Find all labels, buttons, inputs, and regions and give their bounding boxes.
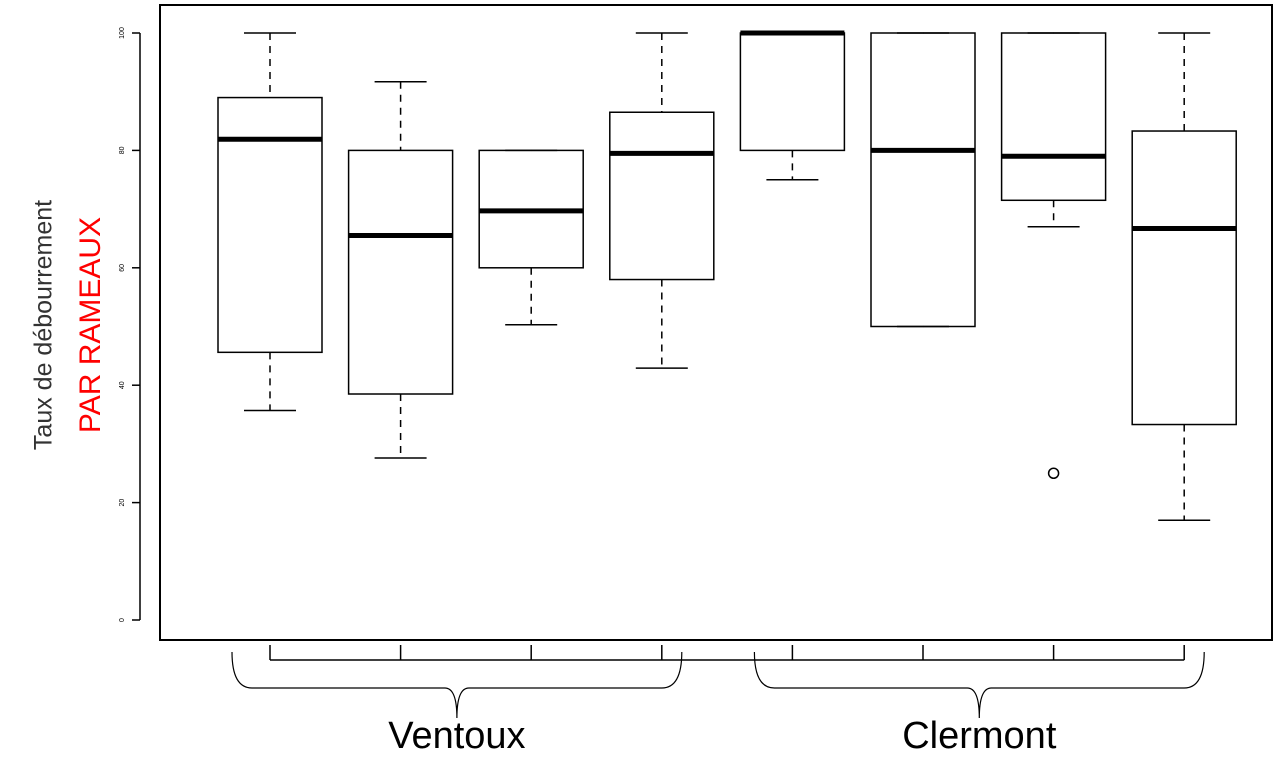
box — [1131, 130, 1237, 426]
box — [1000, 32, 1107, 202]
y-axis-label: Taux de débourrement — [30, 200, 58, 450]
outlier — [1047, 467, 1060, 479]
box — [739, 32, 846, 152]
y-tick-label: 100 — [119, 27, 126, 39]
plot-frame — [159, 4, 1273, 641]
y-tick-label: 20 — [119, 499, 126, 507]
box — [347, 149, 454, 395]
y-tick-label: 60 — [119, 264, 126, 272]
group-label: Ventoux — [388, 715, 525, 757]
box — [609, 111, 715, 281]
y-axis-label: PAR RAMEAUX — [74, 217, 107, 433]
y-tick-label: 80 — [119, 146, 126, 154]
group-brace — [231, 651, 683, 719]
y-tick-label: 0 — [119, 618, 126, 622]
box — [217, 96, 323, 354]
group-label: Clermont — [902, 715, 1057, 757]
box — [870, 32, 976, 328]
y-tick-label: 40 — [119, 381, 126, 389]
group-brace — [753, 651, 1205, 719]
